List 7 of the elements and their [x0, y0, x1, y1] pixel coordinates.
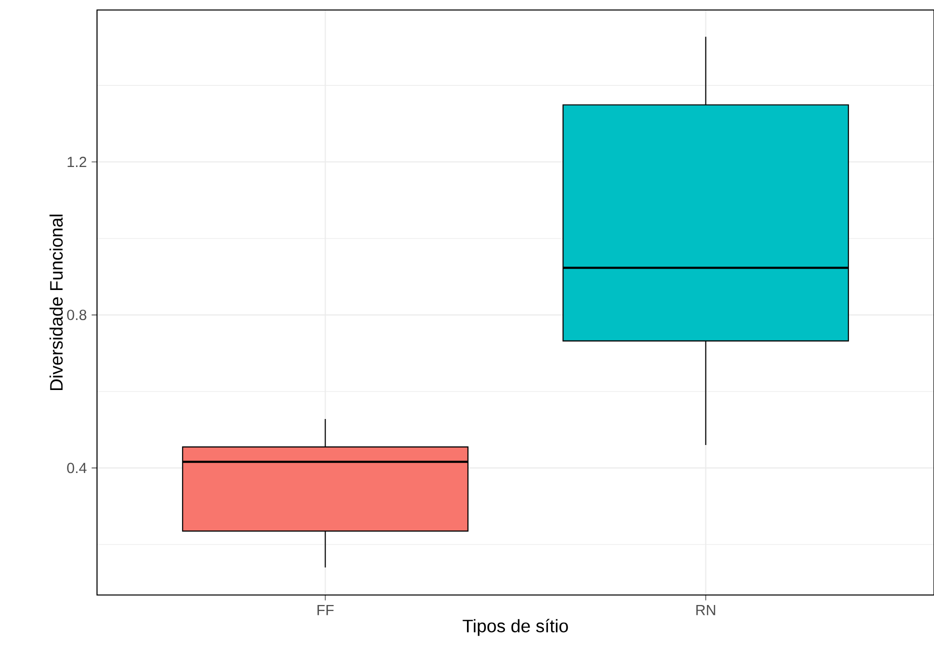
- y-tick-label: 0.4: [67, 462, 87, 474]
- x-tick-label: FF: [318, 605, 334, 616]
- x-axis-title: Tipos de sítio: [462, 618, 568, 636]
- y-tick-label: 0.8: [67, 310, 86, 320]
- y-tick-label: 1.2: [68, 156, 86, 167]
- x-tick-label: RN: [696, 605, 716, 616]
- y-axis-title: Diversidade Funcional: [50, 214, 63, 390]
